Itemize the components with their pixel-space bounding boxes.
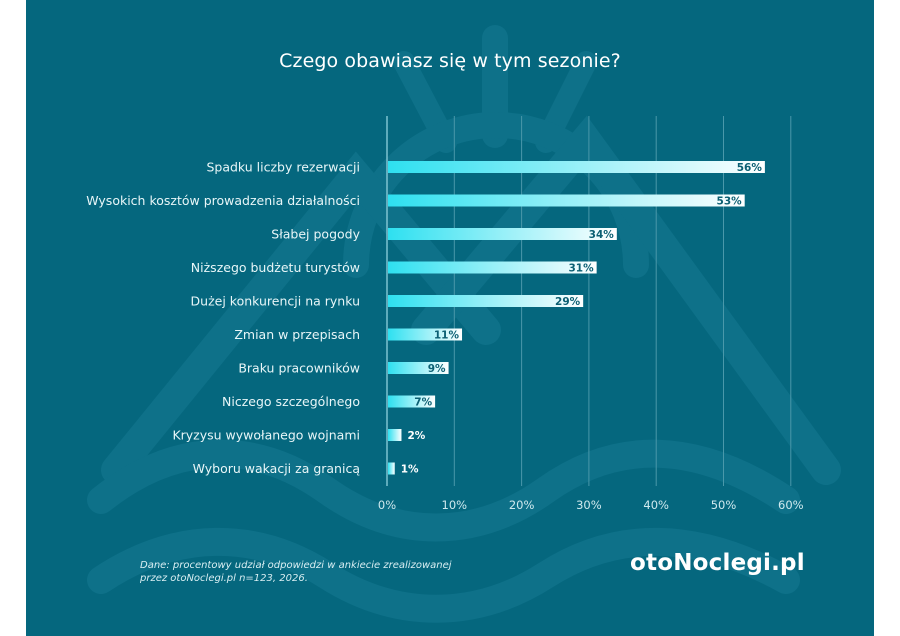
source-line-2: przez otoNoclegi.pl n=123, 2026. <box>140 573 308 584</box>
category-label: Kryzysu wywołanego wojnami <box>172 428 360 443</box>
x-tick-label: 30% <box>576 498 602 512</box>
value-label: 29% <box>555 296 581 308</box>
value-label: 53% <box>717 196 743 208</box>
bar <box>388 228 617 240</box>
x-tick-label: 60% <box>778 498 804 512</box>
bar <box>388 261 597 274</box>
category-label: Spadku liczby rezerwacji <box>206 160 360 175</box>
bar-chart: Spadku liczby rezerwacji 56% Wysokich kosz… <box>86 116 804 512</box>
bar <box>388 194 745 207</box>
value-label: 56% <box>737 162 763 174</box>
brand-logo: otoNoclegi.pl <box>630 550 805 576</box>
mountain-left <box>101 151 501 485</box>
category-label: Dużej konkurencji na rynku <box>191 294 360 309</box>
infographic-panel: Czego obawiasz się w tym sezonie? Spadku… <box>26 0 874 636</box>
bar <box>388 295 584 307</box>
value-label: 34% <box>589 229 615 241</box>
category-label: Wyboru wakacji za granicą <box>193 461 361 476</box>
bar <box>388 462 395 475</box>
value-label: 2% <box>407 430 425 442</box>
wave-lower <box>87 527 800 623</box>
category-label: Niższego budżetu turystów <box>191 260 360 275</box>
value-label: 1% <box>401 464 419 476</box>
source-line-1: Dane: procentowy udział odpowiedzi w ank… <box>140 560 452 571</box>
x-tick-label: 0% <box>378 498 396 512</box>
wave-upper <box>87 439 800 542</box>
category-label: Niczego szczególnego <box>222 394 360 409</box>
value-label: 9% <box>428 363 446 375</box>
x-tick-label: 40% <box>643 498 669 512</box>
data-source-note: Dane: procentowy udział odpowiedzi w ank… <box>140 559 520 585</box>
bar <box>388 362 449 374</box>
chart-title: Czego obawiasz się w tym sezonie? <box>279 50 621 72</box>
bar <box>388 395 436 408</box>
bar <box>388 328 463 341</box>
category-label: Braku pracowników <box>238 361 360 376</box>
bar <box>388 429 402 441</box>
value-label: 31% <box>568 263 594 275</box>
x-tick-label: 10% <box>442 498 468 512</box>
category-label: Wysokich kosztów prowadzenia działalnośc… <box>86 193 360 208</box>
x-tick-label: 50% <box>711 498 737 512</box>
value-label: 11% <box>434 330 460 342</box>
x-tick-label: 20% <box>509 498 535 512</box>
bar <box>388 161 765 173</box>
value-label: 7% <box>414 397 432 409</box>
category-label: Zmian w przepisach <box>234 327 360 342</box>
category-label: Słabej pogody <box>271 227 360 242</box>
